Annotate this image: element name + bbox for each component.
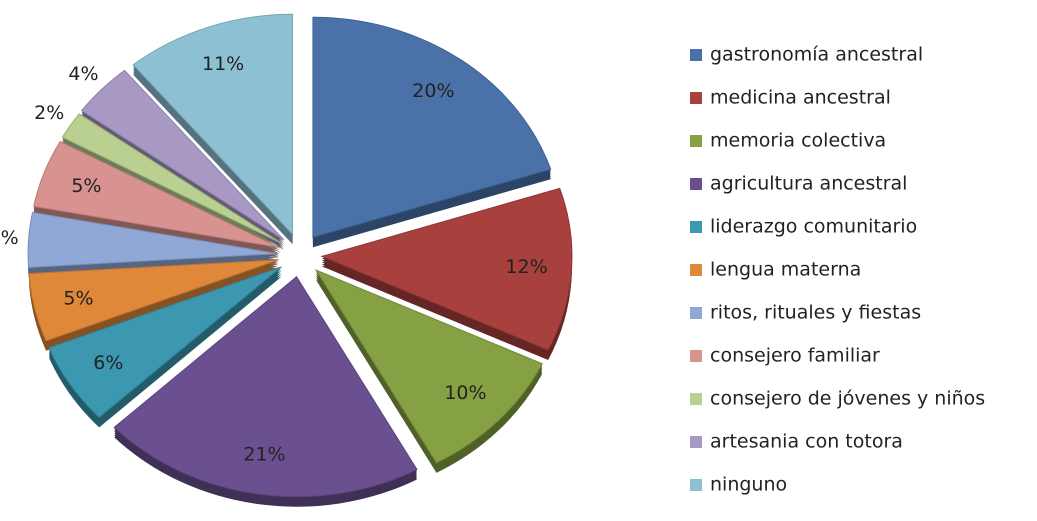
slice xyxy=(48,266,282,419)
slice xyxy=(314,269,543,464)
slice xyxy=(61,113,282,244)
slice xyxy=(320,187,573,351)
slice xyxy=(27,211,279,268)
data-label: 21% xyxy=(243,443,285,465)
legend-swatch xyxy=(690,92,702,104)
legend-swatch xyxy=(690,178,702,190)
data-label: 2% xyxy=(34,102,64,124)
slice xyxy=(80,69,285,241)
data-label: 10% xyxy=(444,382,486,404)
data-label: 12% xyxy=(505,256,547,278)
data-label: 5% xyxy=(63,288,93,310)
data-label: 4% xyxy=(68,63,98,85)
legend-swatch xyxy=(690,221,702,233)
legend-label: liderazgo comunitario xyxy=(710,216,917,238)
slice xyxy=(33,140,280,249)
legend-label: consejero de jóvenes y niños xyxy=(710,388,985,410)
legend-label: artesania con totora xyxy=(710,431,903,453)
legend-label: consejero familiar xyxy=(710,345,880,367)
legend-swatch xyxy=(690,436,702,448)
legend-swatch xyxy=(690,307,702,319)
data-label: 5% xyxy=(71,175,101,197)
legend-label: medicina ancestral xyxy=(710,87,891,109)
data-label: 20% xyxy=(412,80,454,102)
slice xyxy=(113,275,418,498)
slice xyxy=(132,13,294,236)
legend-label: gastronomía ancestral xyxy=(710,44,923,66)
legend-swatch xyxy=(690,264,702,276)
legend-swatch xyxy=(690,135,702,147)
legend-swatch xyxy=(690,393,702,405)
data-label: 6% xyxy=(93,352,123,374)
data-label: 4% xyxy=(0,227,19,249)
slice xyxy=(312,16,552,238)
legend-label: ninguno xyxy=(710,474,787,496)
legend-swatch xyxy=(690,479,702,491)
legend-swatch xyxy=(690,350,702,362)
legend-label: ritos, rituales y fiestas xyxy=(710,302,921,324)
legend-label: memoria colectiva xyxy=(710,130,886,152)
legend-label: agricultura ancestral xyxy=(710,173,907,195)
slice xyxy=(28,259,279,342)
data-label: 11% xyxy=(202,53,244,75)
legend-label: lengua materna xyxy=(710,259,861,281)
legend-swatch xyxy=(690,49,702,61)
